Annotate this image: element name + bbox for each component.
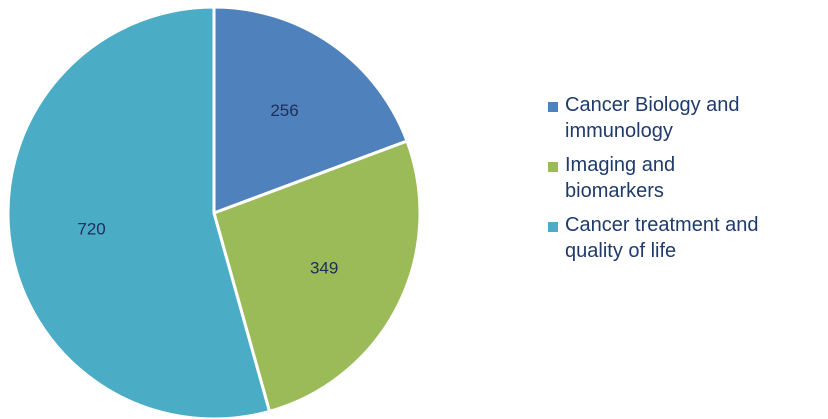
pie-slice [6, 5, 272, 419]
legend-label: Cancer Biology and immunology [565, 94, 740, 142]
legend-item: Cancer treatment and quality of life [548, 212, 780, 264]
legend-label: Imaging and biomarkers [565, 154, 676, 202]
legend-item: Imaging and biomarkers [548, 152, 715, 204]
legend: Cancer Biology and immunology Imaging and… [548, 92, 780, 272]
data-label: 720 [77, 219, 105, 238]
data-label: 349 [310, 259, 338, 278]
legend-swatch [548, 162, 558, 172]
data-label: 256 [270, 101, 298, 120]
pie-slice [212, 5, 409, 216]
pie-slice [212, 139, 422, 414]
legend-swatch [548, 102, 558, 112]
legend-item: Cancer Biology and immunology [548, 92, 780, 144]
legend-swatch [548, 222, 558, 232]
chart: 256 349 720 [6, 5, 422, 419]
legend-label: Cancer treatment and quality of life [565, 214, 759, 262]
